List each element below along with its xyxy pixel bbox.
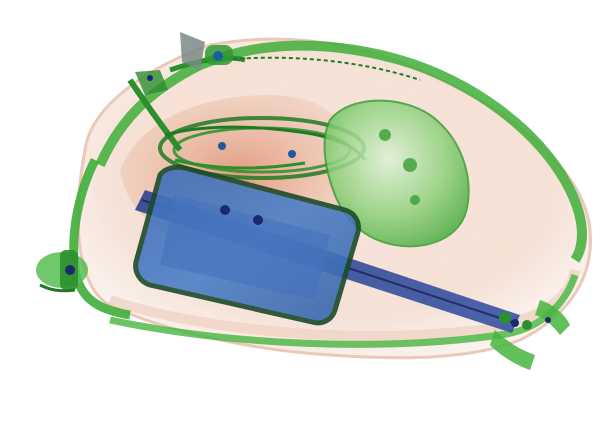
strap-buckle (135, 32, 233, 95)
end-hardware (490, 300, 570, 370)
round-container (323, 99, 470, 248)
pull-tab (36, 250, 88, 293)
rectangular-case (133, 164, 361, 326)
